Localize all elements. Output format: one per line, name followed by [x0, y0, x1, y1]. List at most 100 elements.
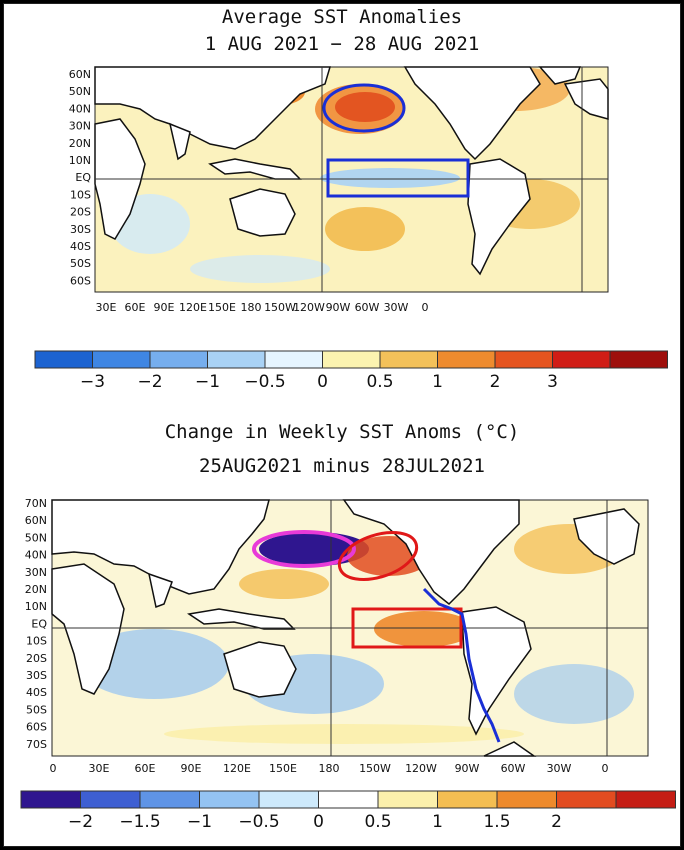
bottom-lat-label: 60S: [26, 721, 47, 734]
top-map-title: Average SST Anomalies: [221, 6, 463, 28]
top-colorbar-swatches: [34, 350, 668, 369]
bottom-colorbar-label: 1: [432, 812, 443, 832]
bottom-annotation-ne-pacific-circle: [337, 531, 419, 581]
bottom-lon-label: 0: [50, 762, 57, 775]
bottom-lat-label: EQ: [31, 617, 47, 630]
bottom-colorbar-label: −1: [187, 812, 212, 832]
bottom-annotation-equatorial-box: [351, 607, 463, 649]
top-land-europe: [563, 78, 609, 120]
top-colorbar-swatch: [322, 350, 381, 369]
bottom-land-north-america: [342, 499, 520, 606]
bottom-warm-equatorial: [374, 611, 474, 647]
bottom-lon-label: 150E: [269, 762, 297, 775]
bottom-colorbar-swatch: [199, 790, 260, 809]
bottom-lon-label: 0: [602, 762, 609, 775]
bottom-colorbar-swatch: [377, 790, 438, 809]
top-warm-south-pacific: [325, 207, 405, 251]
top-latitude-labels: 60N 50N 40N 30N 20N 10N EQ 10S 20S 30S 40S 50S 60S: [69, 68, 92, 287]
bottom-warm-southern: [164, 724, 524, 744]
bottom-lat-label: 20N: [25, 583, 47, 596]
bottom-lat-label: 50S: [26, 703, 47, 716]
bottom-colorbar-label: 1.5: [483, 812, 510, 832]
top-colorbar-swatch: [379, 350, 438, 369]
top-colorbar-swatch: [552, 350, 611, 369]
bottom-colorbar-swatch: [139, 790, 200, 809]
bottom-land-india: [147, 572, 173, 609]
top-colorbar-label: −1: [195, 372, 220, 392]
bottom-lat-label: 20S: [26, 652, 47, 665]
bottom-lon-label: 150W: [359, 762, 391, 775]
bottom-lat-label: 60N: [25, 514, 47, 527]
top-cool-southern: [190, 255, 330, 283]
bottom-lat-label: 40S: [26, 686, 47, 699]
bottom-colorbar: −2 −1.5 −1 −0.5 0 0.5 1 1.5 2: [20, 790, 676, 832]
top-colorbar-label: −3: [80, 372, 105, 392]
bottom-lon-label: 30E: [89, 762, 110, 775]
bottom-lat-label: 50N: [25, 531, 47, 544]
bottom-lat-label: 10S: [26, 635, 47, 648]
top-lon-label: 150W: [264, 301, 296, 314]
bottom-land-eurasia: [51, 499, 270, 595]
top-lat-label: 50S: [70, 257, 91, 270]
bottom-colorbar-swatch: [80, 790, 141, 809]
bottom-colorbar-swatch: [496, 790, 557, 809]
bottom-land-africa: [51, 563, 125, 695]
top-lon-label: 90W: [326, 301, 351, 314]
top-lon-label: 120W: [293, 301, 325, 314]
bottom-colorbar-swatch: [20, 790, 81, 809]
top-lat-label: EQ: [75, 171, 91, 184]
top-land-eurasia: [94, 66, 332, 150]
bottom-warm-nw-pacific: [239, 569, 329, 599]
top-lon-label: 150E: [208, 301, 236, 314]
bottom-land-australia: [223, 641, 297, 698]
bottom-cool-indian: [79, 629, 229, 699]
bottom-lat-label: 10N: [25, 600, 47, 613]
top-colorbar-label: −2: [137, 372, 162, 392]
bottom-colorbar-label: 2: [551, 812, 562, 832]
bottom-lat-label: 30N: [25, 566, 47, 579]
bottom-lon-label: 30W: [547, 762, 572, 775]
top-lon-label: 30W: [384, 301, 409, 314]
bottom-lon-label: 120W: [405, 762, 437, 775]
top-land-north-america: [403, 66, 541, 161]
bottom-lon-label: 120E: [223, 762, 251, 775]
top-colorbar-swatch: [264, 350, 323, 369]
bottom-lon-label: 180: [319, 762, 340, 775]
top-colorbar-swatch: [34, 350, 93, 369]
bottom-colorbar-swatch: [615, 790, 676, 809]
bottom-map-subtitle: 25AUG2021 minus 28JUL2021: [199, 455, 485, 477]
bottom-colorbar-swatch: [556, 790, 617, 809]
top-lon-label: 60W: [355, 301, 380, 314]
bottom-colorbar-label: 0.5: [364, 812, 391, 832]
top-colorbar-swatch: [207, 350, 266, 369]
top-lat-label: 10N: [69, 154, 91, 167]
top-lat-label: 10S: [70, 188, 91, 201]
bottom-lat-label: 40N: [25, 549, 47, 562]
bottom-lon-label: 90W: [455, 762, 480, 775]
top-land-india: [168, 122, 191, 161]
top-lat-label: 40S: [70, 240, 91, 253]
top-lat-label: 20N: [69, 137, 91, 150]
bottom-lon-label: 60W: [501, 762, 526, 775]
top-colorbar-swatch: [609, 350, 668, 369]
top-lat-label: 60N: [69, 68, 91, 81]
bottom-lat-label: 70N: [25, 497, 47, 510]
top-colorbar-label: 2: [490, 372, 501, 392]
bottom-sst-change-map: 70N 60N 50N 40N 30N 20N 10N EQ 10S 20S 30S 40S 50S 60…: [14, 494, 654, 780]
top-lon-label: 90E: [154, 301, 175, 314]
top-lon-label: 120E: [179, 301, 207, 314]
top-warm-np-core: [335, 92, 395, 122]
top-land-south-america: [467, 158, 531, 276]
bottom-colorbar-label: 0: [313, 812, 324, 832]
bottom-longitude-labels: 0 30E 60E 90E 120E 150E 180 150W 120W 90W 60W 30W 0: [50, 762, 609, 775]
top-colorbar-label: 3: [547, 372, 558, 392]
top-lat-label: 50N: [69, 85, 91, 98]
bottom-colorbar-swatch: [318, 790, 379, 809]
bottom-colorbar-label: −1.5: [119, 812, 160, 832]
top-land: [94, 66, 609, 276]
top-sst-anomaly-map: 60N 50N 40N 30N 20N 10N EQ 10S 20S 30S 40S 50S 60S 3…: [60, 64, 612, 324]
top-lon-label: 180: [241, 301, 262, 314]
top-colorbar-labels: −3 −2 −1 −0.5 0 0.5 1 2 3: [80, 372, 558, 392]
top-colorbar-label: 1: [432, 372, 443, 392]
bottom-anomaly-field: [79, 524, 634, 744]
